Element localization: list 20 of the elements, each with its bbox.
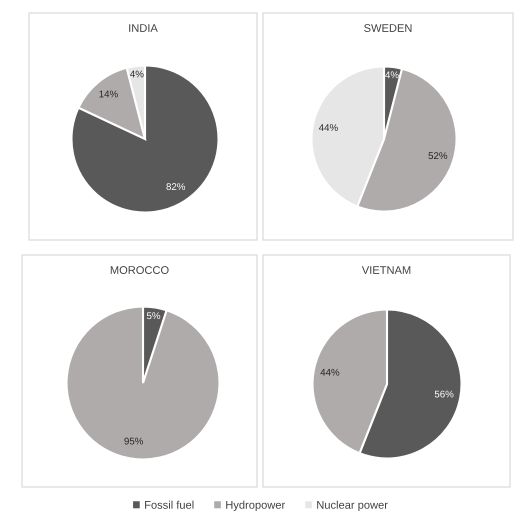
data-label: 4%: [385, 71, 399, 78]
chart-title: SWEDEN: [364, 24, 412, 32]
chart-title: VIETNAM: [362, 266, 410, 274]
data-label: 44%: [320, 368, 340, 376]
legend-label: Hydropower: [226, 500, 286, 511]
data-label: 44%: [318, 124, 338, 131]
data-label: 5%: [146, 312, 160, 320]
pie-slice: [70, 64, 220, 214]
legend-label: Nuclear power: [317, 500, 388, 511]
chart-title: MOROCCO: [110, 266, 169, 274]
data-label: 4%: [130, 70, 144, 78]
chart-title: INDIA: [129, 24, 158, 32]
data-label: 56%: [434, 390, 454, 398]
pie-slice: [65, 305, 221, 461]
data-label: 52%: [428, 152, 448, 160]
data-label: 95%: [124, 438, 144, 445]
data-label: 14%: [99, 90, 118, 98]
data-label: 82%: [166, 183, 186, 190]
pie-slice: [77, 66, 146, 140]
legend-label: Fossil fuel: [145, 500, 194, 509]
